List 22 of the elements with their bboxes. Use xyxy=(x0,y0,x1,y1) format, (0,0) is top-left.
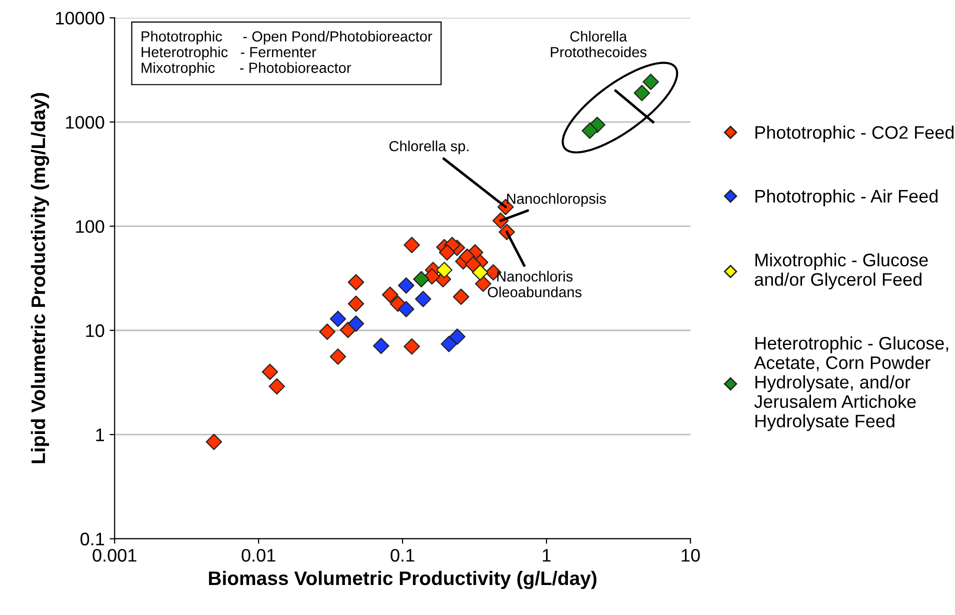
y-axis-title: Lipid Volumetric Productivity (mg/L/day) xyxy=(30,93,50,464)
annotation: Phototrophic - Open Pond/Photobioreactor Heterotrophic - Fermenter Mixotrophic - Photobioreactor xyxy=(142,30,432,76)
annotation: Chlorella sp. xyxy=(389,140,468,154)
annotation: Nanochloropsis xyxy=(507,193,606,207)
x-tick-label: 0.1 xyxy=(390,548,414,562)
legend-label: Heterotrophic - Glucose, Acetate, Corn Powder Hydrolysate, and/or Jerusalem Artichoke Hydrolysate Feed xyxy=(754,336,948,431)
annotation: Chlorella Protothecoides xyxy=(550,30,646,58)
y-tick-label: 10000 xyxy=(56,12,104,25)
x-tick-label: 1 xyxy=(542,549,551,562)
y-tick-label: 1 xyxy=(96,428,104,442)
legend-label: Phototrophic - Air Feed xyxy=(755,189,938,206)
y-tick-label: 10 xyxy=(86,324,104,338)
y-tick-label: 1000 xyxy=(66,116,104,129)
y-tick-label: 100 xyxy=(76,220,104,233)
x-axis-title: Biomass Volumetric Productivity (g/L/day) xyxy=(208,570,596,590)
annotation: Nanochloris Oleoabundans xyxy=(488,270,582,298)
legend-label: Phototrophic - CO2 Feed xyxy=(755,126,954,142)
x-tick-label: 10 xyxy=(682,548,700,562)
legend-label: Mixotrophic - Glucose and/or Glycerol Feed xyxy=(754,253,928,290)
x-tick-label: 0.001 xyxy=(92,548,136,562)
x-tick-label: 0.01 xyxy=(242,548,276,562)
y-tick-label: 0.1 xyxy=(80,532,104,546)
